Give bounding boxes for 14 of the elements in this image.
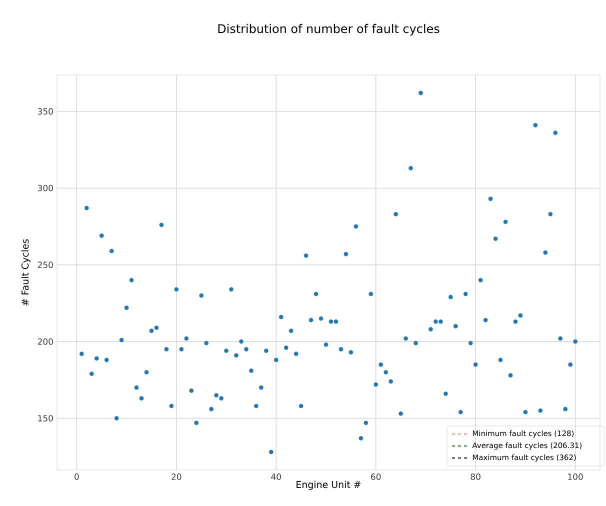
- x-tick-label: 80: [470, 474, 480, 480]
- chart-title: Distribution of number of fault cycles: [218, 24, 440, 36]
- x-tick-label: 60: [371, 474, 381, 480]
- y-tick-label: 200: [38, 338, 53, 345]
- y-tick-label: 350: [38, 108, 53, 115]
- x-tick-label: 20: [172, 474, 182, 480]
- x-tick-label: 100: [568, 474, 583, 480]
- x-tick-label: 40: [271, 474, 281, 480]
- y-axis-title: # Fault Cycles: [21, 239, 30, 306]
- x-axis-title: Engine Unit #: [296, 480, 361, 490]
- y-tick-label: 250: [38, 262, 53, 268]
- y-tick-label: 300: [38, 184, 53, 192]
- x-tick-label: 0: [74, 474, 79, 480]
- y-tick-label: 150: [38, 415, 53, 422]
